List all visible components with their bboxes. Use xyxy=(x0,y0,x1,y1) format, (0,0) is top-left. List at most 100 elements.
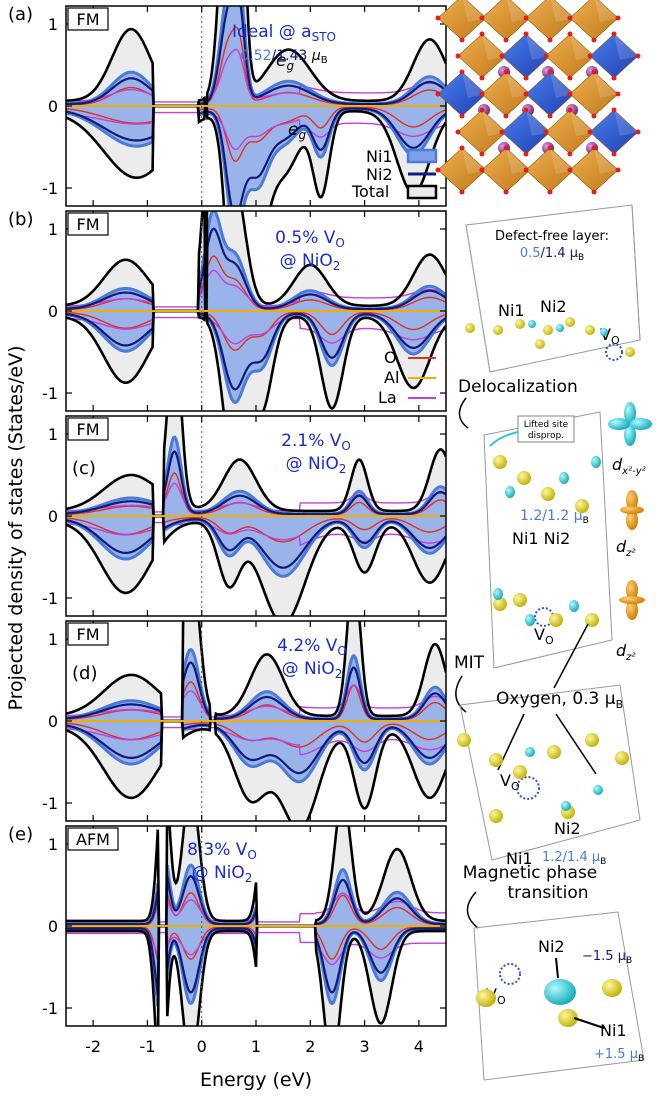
svg-text:eg: eg xyxy=(288,120,306,142)
svg-text:dz²: dz² xyxy=(616,537,635,559)
y-tick-label: -1 xyxy=(42,999,58,1018)
svg-text:disprop.: disprop. xyxy=(528,431,564,441)
la-up-line xyxy=(66,684,446,718)
svg-text:0.5% VO: 0.5% VO xyxy=(275,228,345,250)
panel-e-note: 8.3% VO @ NiO2 xyxy=(187,840,257,885)
la-up-line xyxy=(66,482,446,513)
total-down-line xyxy=(66,719,446,821)
x-tick-label: 1 xyxy=(251,1037,261,1056)
svg-text:eg: eg xyxy=(276,51,294,73)
svg-text:dz²: dz² xyxy=(616,641,635,663)
y-tick-label: -1 xyxy=(42,179,58,198)
y-tick-label: 0 xyxy=(48,917,58,936)
magnetic-phase-label: Magnetic phase xyxy=(463,863,598,883)
magnetic-order-label: FM xyxy=(76,10,99,29)
y-tick-label: 0 xyxy=(48,97,58,116)
total-down-line xyxy=(66,104,446,206)
y-tick-label: 0 xyxy=(48,302,58,321)
ni1-down-fill xyxy=(66,106,446,206)
svg-text:0.5/1.4 μB: 0.5/1.4 μB xyxy=(520,246,584,263)
total-up-fill xyxy=(66,416,446,516)
dos-panels: 1 0 -1 (a) FM 1 0 -1 (b) FM 1 0 -1 FM 1 0 -1 FM 1 0 -1 (e) AFM… xyxy=(8,4,447,1027)
svg-text:@ NiO2: @ NiO2 xyxy=(286,454,347,476)
dos-panel-a: 1 0 -1 (a) FM xyxy=(8,4,447,207)
total-up-line xyxy=(66,621,446,723)
x-tick-labels: -2 -1 0 1 2 3 4 xyxy=(85,1037,424,1056)
total-up-line xyxy=(66,826,446,928)
magnetic-order-label: FM xyxy=(76,420,99,439)
svg-text:Al: Al xyxy=(384,368,399,387)
y-tick-label: -1 xyxy=(42,794,58,813)
svg-text:dx²-y²: dx²-y² xyxy=(612,455,646,477)
magnetic-phase-label-2: transition xyxy=(508,883,589,903)
ni2-up-line xyxy=(66,661,446,723)
svg-text:Ideal @ aSTO: Ideal @ aSTO xyxy=(232,22,336,44)
ni2-up-line xyxy=(66,6,446,108)
o-down-line xyxy=(66,310,446,351)
x-tick-label: 3 xyxy=(359,1037,369,1056)
ni2-down-line xyxy=(66,309,446,391)
y-tick-label: 1 xyxy=(48,630,58,649)
magnetic-order-label: FM xyxy=(76,625,99,644)
total-down-line xyxy=(66,514,446,616)
y-tick-label: 0 xyxy=(48,712,58,731)
ni2-up-line xyxy=(66,227,446,313)
legend-ni-total: Ni1 Ni2 Total xyxy=(351,147,438,201)
svg-text:2.1% VO: 2.1% VO xyxy=(281,431,351,453)
svg-text:+1.5 μB: +1.5 μB xyxy=(594,1047,644,1064)
svg-text:−1.5 μB: −1.5 μB xyxy=(582,949,632,966)
ni2-down-line xyxy=(66,514,446,569)
svg-text:O: O xyxy=(384,348,397,367)
ni1-down-line xyxy=(66,514,446,578)
y-tick-label: -1 xyxy=(42,384,58,403)
x-tick-label: 2 xyxy=(305,1037,315,1056)
svg-text:Oxygen, 0.3 μB: Oxygen, 0.3 μB xyxy=(496,689,623,711)
ni1-down-line xyxy=(66,104,446,206)
magnetic-order-label: FM xyxy=(76,215,99,234)
panel-a-annotations: Ideal @ aSTO 0.52/1.43 μB eg eg xyxy=(232,22,336,142)
panel-b-note: 0.5% VO @ NiO2 xyxy=(275,228,345,273)
y-tick-label: 1 xyxy=(48,425,58,444)
y-axis-label: Projected density of states (States/eV) xyxy=(5,345,27,710)
isosurface-box-e: Ni2 −1.5 μB VO Ni1 +1.5 μB xyxy=(473,911,645,1081)
svg-text:Ni2: Ni2 xyxy=(366,165,393,184)
svg-text:VO: VO xyxy=(534,625,554,647)
total-down-fill xyxy=(66,516,446,616)
mit-label: MIT xyxy=(454,653,485,673)
ni1-down-line xyxy=(66,719,446,784)
svg-text:0.52/1.43 μB: 0.52/1.43 μB xyxy=(240,48,327,66)
orbital-icons: dx²-y² dz² dz² xyxy=(608,402,652,663)
x-tick-label: 0 xyxy=(197,1037,207,1056)
y-tick-label: 0 xyxy=(48,507,58,526)
svg-text:Ni2: Ni2 xyxy=(554,819,581,838)
x-tick-label: -2 xyxy=(85,1037,101,1056)
panel-letter: (b) xyxy=(8,209,33,230)
ni1-up-fill xyxy=(66,865,446,926)
ni2-down-line xyxy=(66,719,446,775)
magnetic-order-label: AFM xyxy=(76,830,110,849)
x-tick-label: -1 xyxy=(139,1037,155,1056)
panel-letter: (e) xyxy=(8,824,33,845)
legend-o-al-la: O Al La xyxy=(378,348,436,407)
svg-text:Ni2: Ni2 xyxy=(538,937,565,956)
isosurface-box-b: Defect-free layer: 0.5/1.4 μB Ni1 Ni2 VO xyxy=(465,204,641,373)
svg-text:Lifted site: Lifted site xyxy=(524,420,569,430)
total-up-line xyxy=(66,416,446,518)
o-down-line xyxy=(66,105,446,162)
ni2-down-line xyxy=(66,104,446,206)
ni1-down-fill xyxy=(66,311,446,403)
isosurface-box-d: Oxygen, 0.3 μB VO Ni2 Ni1 1.2/1.4 μB xyxy=(457,623,641,868)
dos-panel-c: 1 0 -1 FM xyxy=(42,415,447,617)
panel-c-note: 2.1% VO @ NiO2 xyxy=(281,431,351,476)
panel-letter-inner: (d) xyxy=(72,663,97,684)
dos-panel-e: 1 0 -1 (e) AFM xyxy=(8,824,447,1027)
svg-text:Ni1: Ni1 xyxy=(498,301,525,320)
panel-letter-inner: (c) xyxy=(72,458,96,479)
dos-panel-b: 1 0 -1 (b) FM xyxy=(8,209,447,412)
svg-text:Ni1 Ni2: Ni1 Ni2 xyxy=(512,529,570,548)
y-tick-label: 1 xyxy=(48,220,58,239)
ni2-up-line xyxy=(66,450,446,518)
isosurface-box-c: Lifted site disprop. 1.2/1.2 μB Ni1 Ni2 … xyxy=(483,411,613,669)
svg-text:1.2/1.2 μB: 1.2/1.2 μB xyxy=(520,508,589,526)
